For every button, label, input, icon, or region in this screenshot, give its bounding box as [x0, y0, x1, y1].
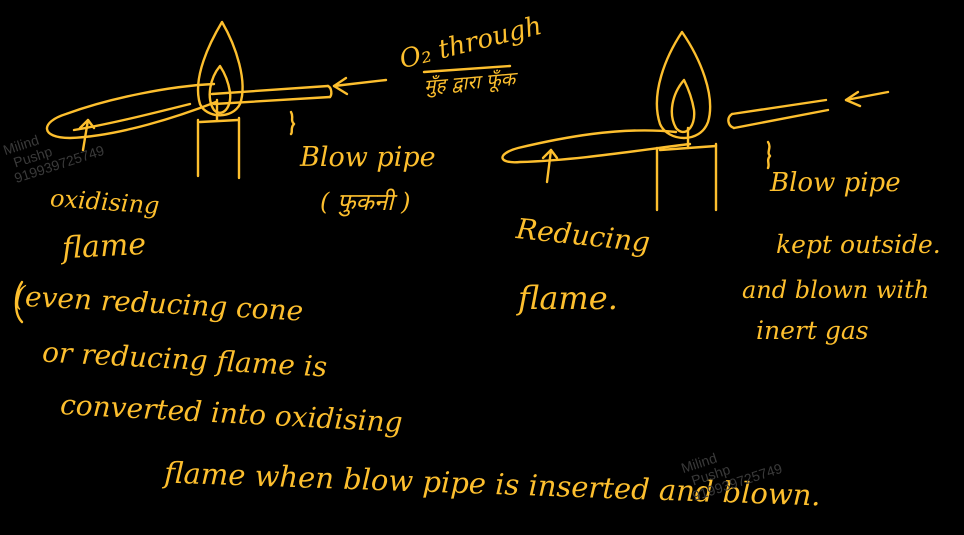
blow-pipe-label-left: Blow pipe	[300, 142, 436, 173]
inert-gas-note: inert gas	[756, 316, 869, 345]
oxidising-flame-label: flame	[61, 226, 147, 267]
hindi-underline	[422, 64, 512, 74]
right-candle	[655, 126, 718, 212]
kept-outside-note: kept outside.	[776, 230, 941, 259]
paren-open	[14, 280, 24, 324]
reducing-flame-label: flame.	[518, 279, 618, 317]
blow-pipe-hindi-label: ( फुकनी )	[320, 188, 411, 216]
right-candle-flame	[655, 30, 712, 140]
left-blow-pipe	[210, 84, 333, 106]
blown-with-note: and blown with	[742, 276, 930, 304]
blow-pipe-label-right: Blow pipe	[770, 168, 901, 198]
left-arrows	[78, 76, 388, 152]
left-candle-flame	[196, 20, 244, 117]
oxidising-label: oxidising	[49, 184, 161, 220]
right-arrows	[541, 90, 890, 184]
right-blow-pipe	[727, 98, 830, 130]
reducing-flame	[501, 129, 692, 164]
